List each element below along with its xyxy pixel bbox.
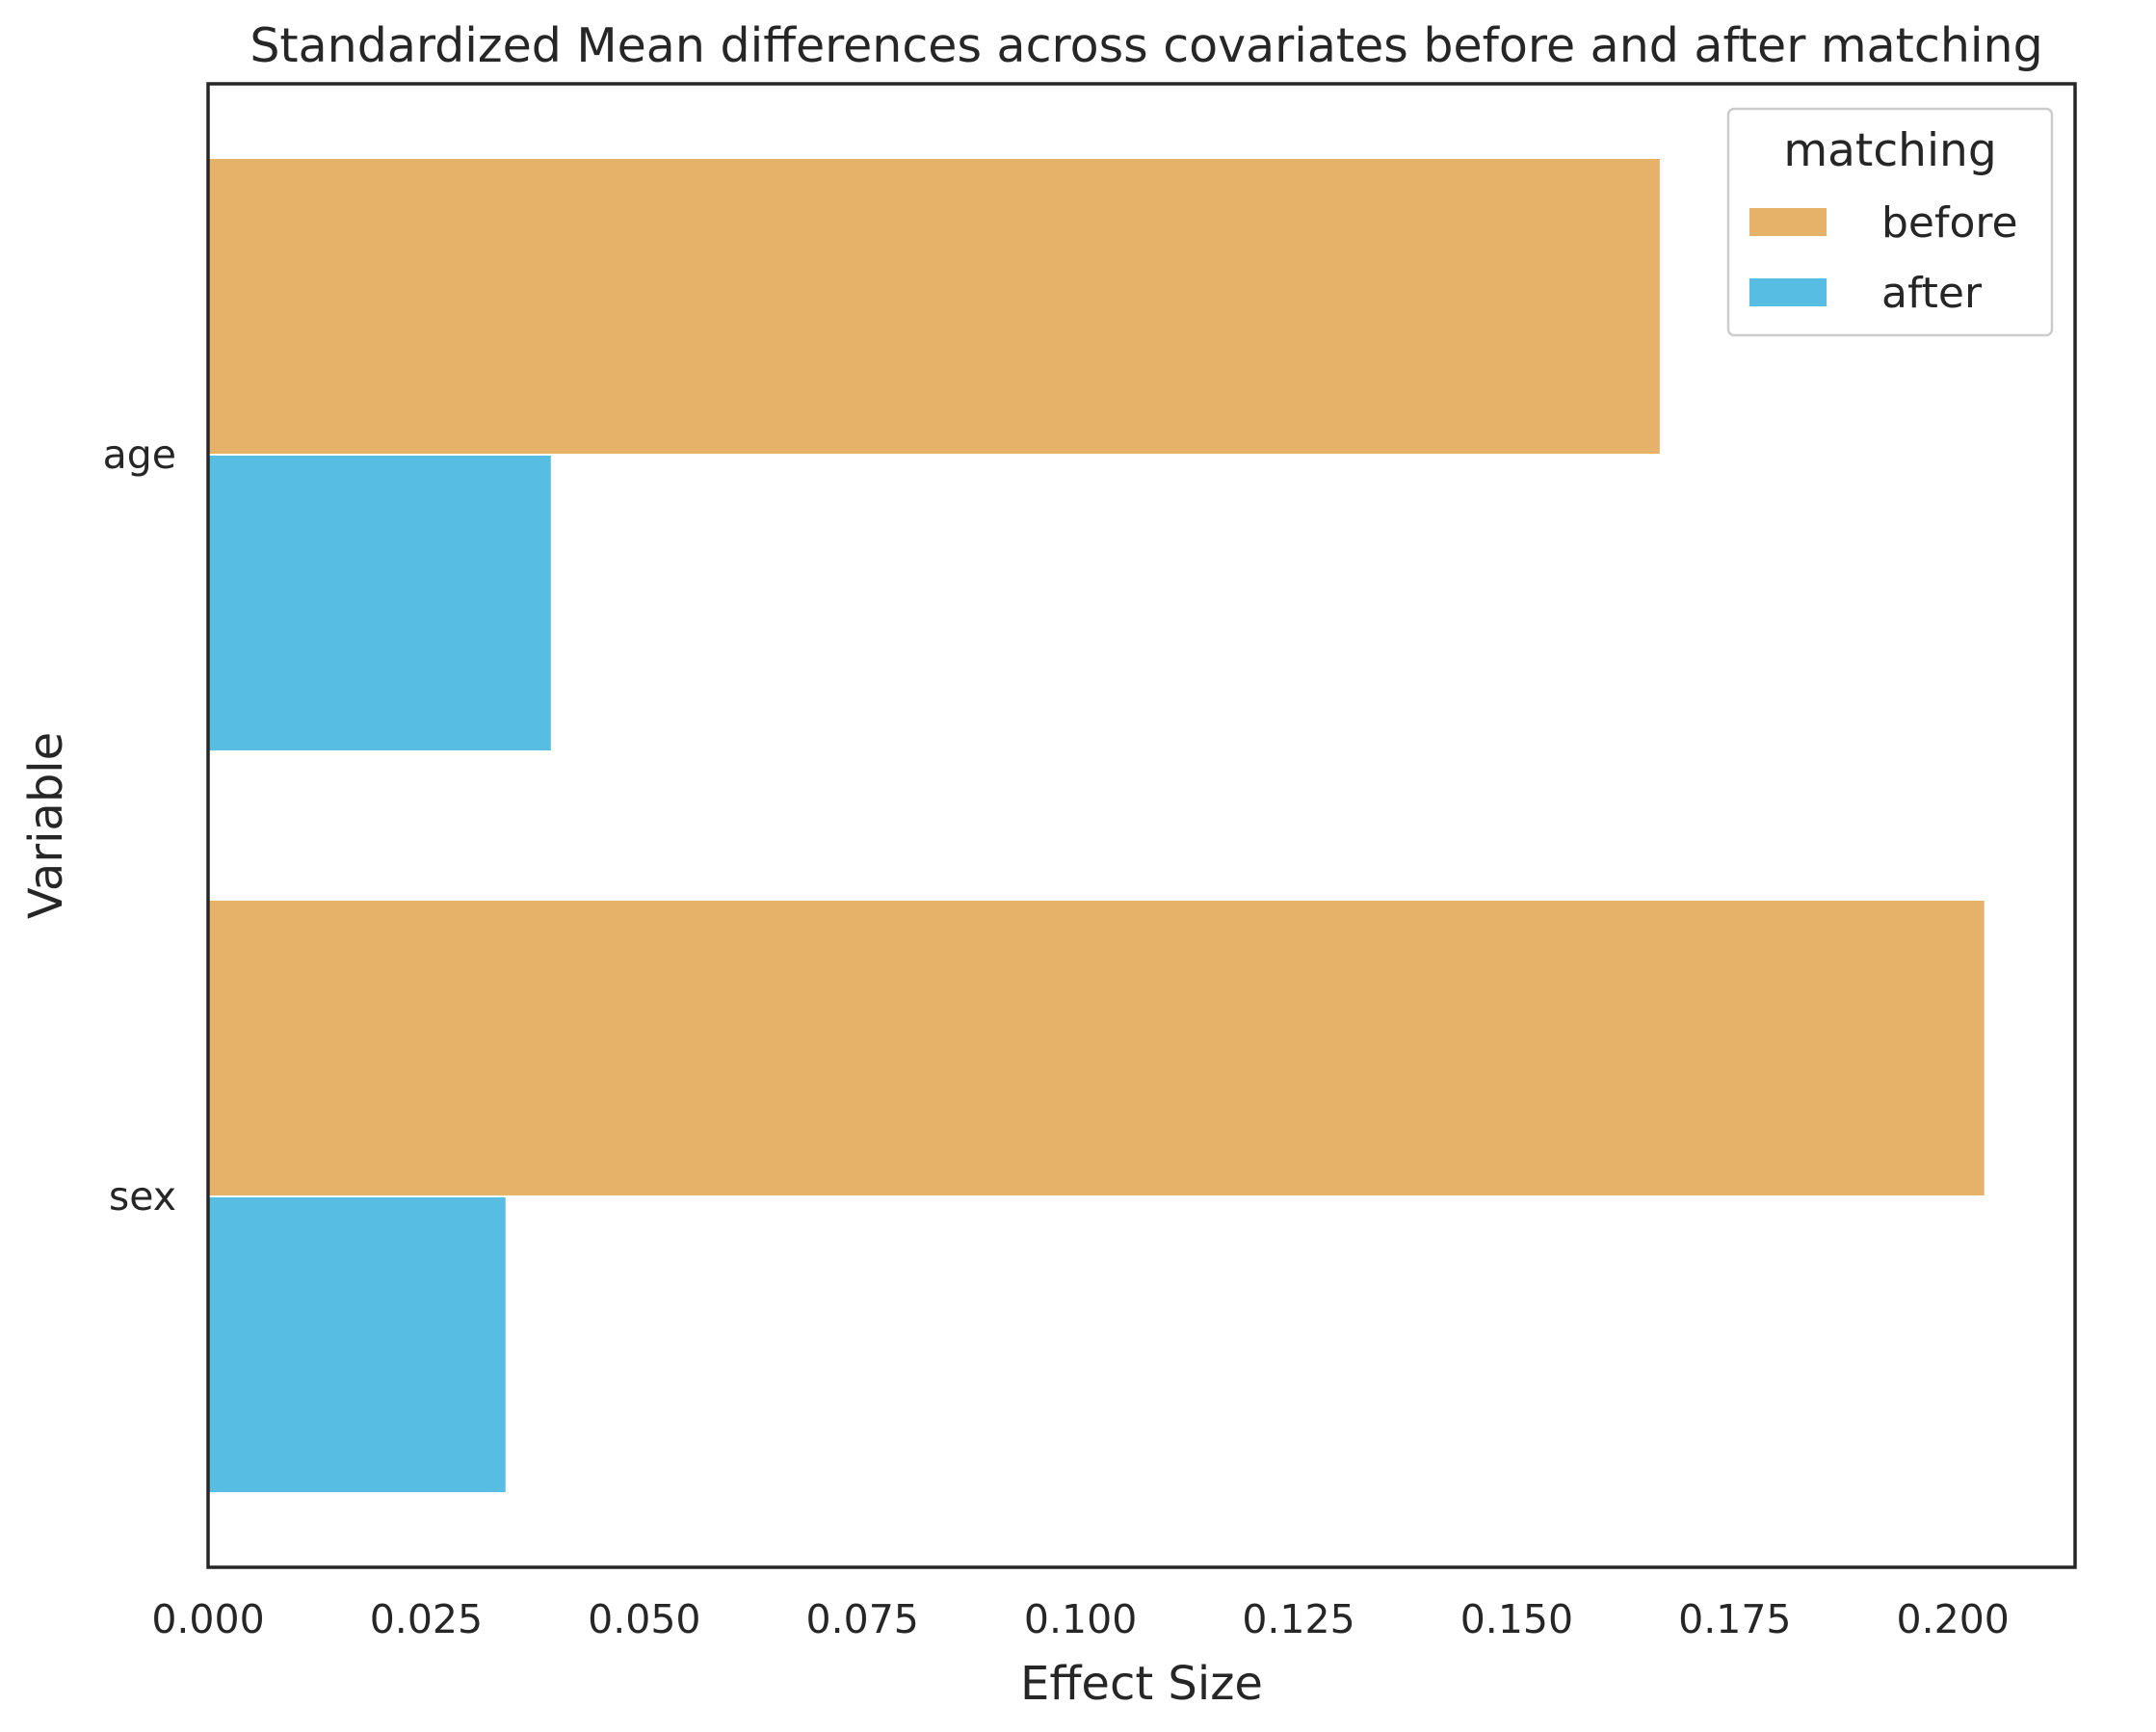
- legend-label-before: before: [1881, 198, 2018, 248]
- bars: [207, 157, 1986, 1494]
- x-tick-label: 0.175: [1678, 1596, 1791, 1642]
- bar-sex-after: [207, 1195, 508, 1494]
- chart-title: Standardized Mean differences across cov…: [250, 18, 2042, 73]
- legend-label-after: after: [1881, 269, 1983, 318]
- legend-swatch-before: [1749, 208, 1827, 236]
- plot-frame: [206, 82, 2077, 1569]
- y-tick-label-sex: sex: [109, 1173, 176, 1220]
- x-tick-label: 0.200: [1897, 1596, 2010, 1642]
- legend-title: matching: [1783, 124, 1996, 177]
- bar-age-before: [207, 157, 1662, 456]
- legend-swatch-after: [1749, 278, 1827, 306]
- y-tick-label-age: age: [103, 432, 176, 478]
- legend: matching before after: [1726, 107, 2054, 337]
- x-axis-label: Effect Size: [1020, 1657, 1263, 1711]
- x-tick-label: 0.050: [588, 1596, 700, 1642]
- x-tick-label: 0.075: [806, 1596, 919, 1642]
- y-axis-ticks: age sex: [103, 432, 176, 1220]
- x-tick-label: 0.150: [1460, 1596, 1573, 1642]
- x-tick-label: 0.100: [1024, 1596, 1137, 1642]
- x-tick-label: 0.025: [370, 1596, 483, 1642]
- x-tick-label: 0.000: [151, 1596, 264, 1642]
- bar-age-after: [207, 454, 553, 752]
- x-axis-ticks: 0.000 0.025 0.050 0.075 0.100 0.125 0.150 0.175…: [151, 1596, 2010, 1642]
- y-axis-label: Variable: [19, 732, 73, 919]
- bar-sex-before: [207, 899, 1986, 1197]
- x-tick-label: 0.125: [1242, 1596, 1354, 1642]
